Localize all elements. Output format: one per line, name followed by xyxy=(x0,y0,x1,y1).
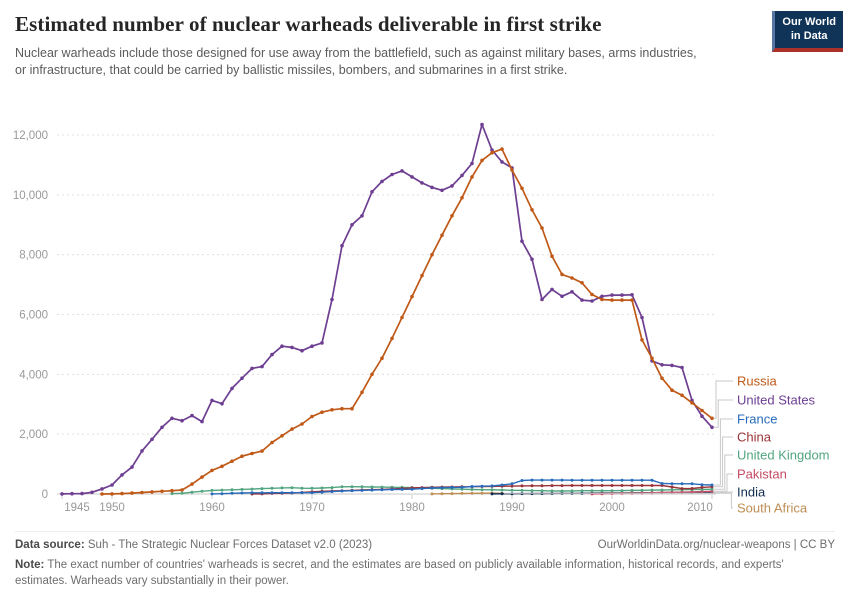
y-axis: 0 2,000 4,000 6,000 8,000 10,000 12,000 xyxy=(13,130,716,501)
legend-leader-united-states xyxy=(714,399,733,428)
legend-label-russia[interactable]: Russia xyxy=(737,374,778,389)
note-label: Note: xyxy=(15,559,45,571)
legend-leader-china xyxy=(714,436,733,488)
chart-subtitle: Nuclear warheads include those designed … xyxy=(15,46,697,78)
x-tick-label: 1990 xyxy=(499,502,525,514)
series-markers-russia xyxy=(100,147,714,496)
legend-label-india[interactable]: India xyxy=(737,485,766,500)
data-source-label: Data source: xyxy=(15,539,85,551)
legend-leader-south-africa xyxy=(504,492,733,509)
series-markers-united-kingdom xyxy=(170,485,714,496)
owid-logo-line2: in Data xyxy=(790,30,828,43)
x-tick-label: 2010 xyxy=(687,502,713,514)
chart-header: Estimated number of nuclear warheads del… xyxy=(0,0,850,80)
x-tick-label: 1960 xyxy=(199,502,225,514)
owid-logo[interactable]: Our World in Data xyxy=(772,11,843,52)
series-line-south-africa[interactable] xyxy=(431,492,503,495)
page-title: Estimated number of nuclear warheads del… xyxy=(15,12,602,36)
series-markers-france xyxy=(210,478,714,496)
series-line-russia[interactable] xyxy=(101,148,713,495)
y-tick-label: 0 xyxy=(42,489,48,501)
legend-label-china[interactable]: China xyxy=(737,430,772,445)
attribution-link[interactable]: OurWorldinData.org/nuclear-weapons | CC … xyxy=(597,539,835,551)
y-tick-label: 6,000 xyxy=(19,310,48,322)
data-source-value: Suh - The Strategic Nuclear Forces Datas… xyxy=(87,539,373,551)
chart-footer: Data source: Suh - The Strategic Nuclear… xyxy=(15,531,835,590)
x-tick-label: 1945 xyxy=(64,502,90,514)
y-tick-label: 10,000 xyxy=(13,190,48,202)
owid-logo-line1: Our World xyxy=(782,16,836,28)
y-tick-label: 12,000 xyxy=(13,130,48,142)
y-tick-label: 8,000 xyxy=(19,250,48,262)
legend-label-south-africa[interactable]: South Africa xyxy=(737,501,808,516)
legend-label-united-kingdom[interactable]: United Kingdom xyxy=(737,448,830,463)
series-line-united-states[interactable] xyxy=(61,123,713,495)
legend-label-united-states[interactable]: United States xyxy=(737,393,816,408)
legend-leader-pakistan xyxy=(714,473,733,492)
x-tick-label: 1970 xyxy=(299,502,325,514)
legend-label-pakistan[interactable]: Pakistan xyxy=(737,467,787,482)
x-tick-label: 1950 xyxy=(99,502,125,514)
y-tick-label: 4,000 xyxy=(19,369,48,381)
chart-canvas: 0 2,000 4,000 6,000 8,000 10,000 12,000 1945 195… xyxy=(13,122,830,516)
data-source: Data source: Suh - The Strategic Nuclear… xyxy=(15,539,372,551)
legend-label-france[interactable]: France xyxy=(737,412,777,427)
x-tick-label: 2000 xyxy=(599,502,625,514)
legend-leader-france xyxy=(714,418,733,486)
series-markers-united-states xyxy=(60,122,714,496)
x-axis: 1945 1950 1960 1970 1980 1990 2000 2010 xyxy=(61,495,713,514)
x-tick-label: 1980 xyxy=(399,502,425,514)
note-text: The exact number of countries' warheads … xyxy=(15,559,784,588)
legend-leader-united-kingdom xyxy=(714,454,733,490)
y-tick-label: 2,000 xyxy=(19,429,48,441)
line-chart: 0 2,000 4,000 6,000 8,000 10,000 12,000 1945 195… xyxy=(0,100,850,530)
legend-leader-russia xyxy=(714,380,733,419)
